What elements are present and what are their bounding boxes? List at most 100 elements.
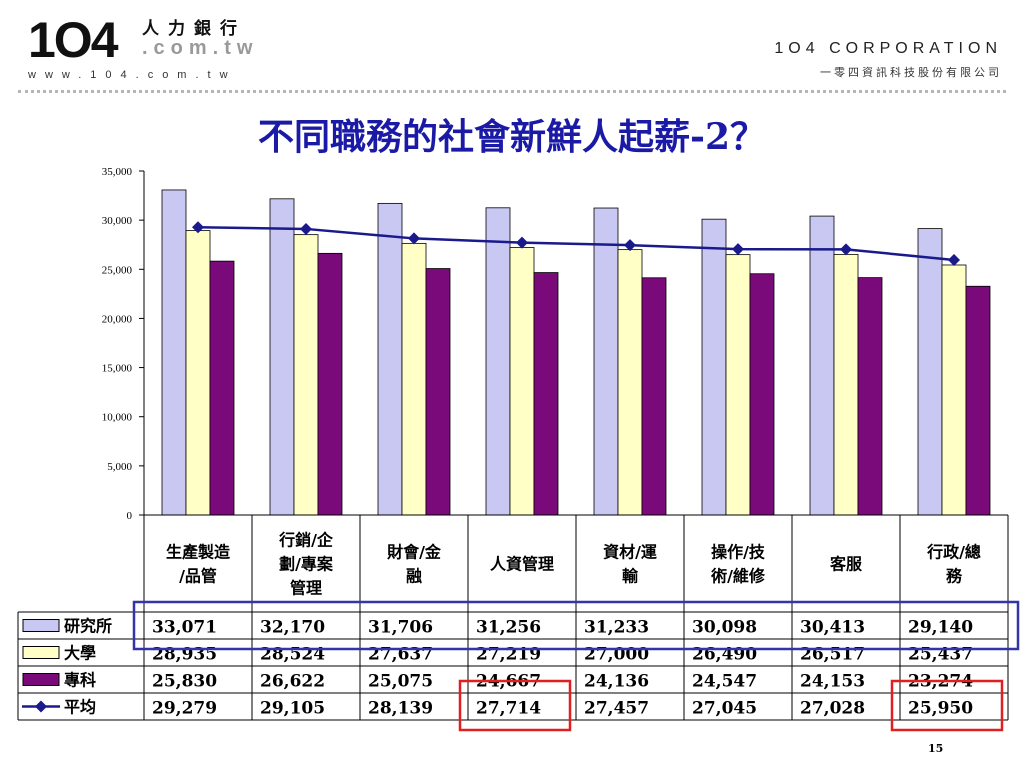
category-label: 劃/專案 [279,555,334,574]
bar-series [161,189,991,516]
logo-number: 1O4 [28,12,119,68]
average-point [840,243,852,256]
bar-university [293,234,319,516]
table-value: 30,413 [800,618,865,638]
category-label: 行銷/企 [278,531,334,550]
bar-research [161,189,187,516]
y-tick-label: 15,000 [102,363,133,375]
legend-swatch-research [22,619,60,632]
legend-swatch-college [22,673,60,686]
bar-university [941,264,967,516]
table-value: 25,830 [152,672,217,692]
table-value: 31,706 [368,618,433,638]
category-label: 術/維修 [710,567,766,586]
category-label: 人資管理 [490,555,554,574]
legend-label: 平均 [64,698,96,717]
bar-university [725,254,751,516]
table-value: 24,153 [800,672,865,692]
legend-swatch-university [22,646,60,659]
table-value: 29,105 [260,699,325,719]
average-point [408,232,420,245]
category-label: 生產製造 [166,543,231,562]
y-tick-label: 0 [127,510,133,522]
category-label: /品管 [179,567,217,586]
table-value: 27,457 [584,699,649,719]
table-value: 28,935 [152,645,217,665]
corporation-english-name: 1O4 CORPORATION [774,40,1002,57]
table-value: 29,279 [152,699,217,719]
y-tick-label: 25,000 [102,264,133,276]
bar-research [485,207,511,516]
page-number: 15 [928,742,943,755]
bar-college [857,277,883,516]
average-point [300,222,312,235]
table-value: 24,136 [584,672,649,692]
table-value: 25,950 [908,699,973,719]
legend-label: 專科 [64,671,96,690]
y-tick-label: 5,000 [107,461,132,473]
table-value: 26,517 [800,645,865,665]
bar-university [509,247,535,516]
highlight-row-box [132,600,1020,651]
average-line-series [192,221,960,266]
slide-title: 不同職務的社會新鮮人起薪-2？ [258,116,766,158]
table-value: 24,547 [692,672,757,692]
bar-research [269,198,295,516]
category-label: 操作/技 [711,543,766,562]
y-tick-label: 10,000 [102,412,133,424]
average-point [624,239,636,252]
category-label: 行政/總 [926,543,981,562]
bar-research [593,207,619,516]
bar-research [701,218,727,516]
table-value: 29,140 [908,618,973,638]
header-dotted-divider [18,90,1006,93]
table-value: 26,490 [692,645,757,665]
highlight-boxes [132,600,1020,732]
bar-college [425,268,451,516]
y-axis: 0 5,000 10,000 15,000 20,000 25,000 30,000 35,0… [102,166,145,522]
table-value: 33,071 [152,618,217,638]
table-value: 25,437 [908,645,973,665]
table-value: 27,028 [800,699,865,719]
average-point [732,243,744,256]
table-value: 30,098 [692,618,757,638]
bar-university [833,253,859,516]
bar-college [641,277,667,516]
table-value: 31,256 [476,618,541,638]
average-point [516,236,528,249]
bar-university [617,249,643,516]
corporation-chinese-name: 一零四資訊科技股份有限公司 [820,66,1002,79]
y-tick-label: 20,000 [102,313,133,325]
category-label: 管理 [290,579,322,598]
logo-chinese-name: 人力銀行 [142,19,246,39]
category-label: 資材/運 [603,543,657,562]
legend-marker-average [35,700,47,713]
bar-university [401,242,427,516]
category-label: 務 [946,567,963,586]
bar-college [749,273,775,516]
highlight-cell-box [890,679,1004,732]
bar-research [377,202,403,516]
bar-college [533,272,559,516]
y-tick-label: 30,000 [102,215,133,227]
table-value: 25,075 [368,672,433,692]
table-value: 27,000 [584,645,649,665]
table-value: 27,714 [476,699,541,719]
category-label: 融 [406,567,422,586]
category-label: 財會/金 [387,543,442,562]
category-label: 客服 [830,555,863,574]
legend-label: 大學 [64,644,96,663]
table-value: 28,139 [368,699,433,719]
bar-college [965,285,991,516]
bar-college [209,260,235,516]
logo-domain: .com.tw [142,37,259,59]
bar-research [809,215,835,516]
table-value: 26,622 [260,672,325,692]
logo-website: www.104.com.tw [28,69,237,81]
average-point [192,221,204,234]
table-value: 27,219 [476,645,541,665]
average-point [948,253,960,266]
bar-college [317,252,343,516]
